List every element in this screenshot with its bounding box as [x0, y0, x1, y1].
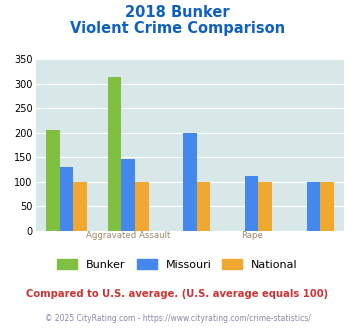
Text: Violent Crime Comparison: Violent Crime Comparison: [70, 21, 285, 36]
Bar: [108, 77, 121, 231]
Bar: [121, 159, 135, 231]
Bar: [197, 182, 210, 231]
Bar: [73, 182, 87, 231]
Bar: [320, 182, 334, 231]
Legend: Bunker, Missouri, National: Bunker, Missouri, National: [53, 255, 302, 274]
Bar: [135, 182, 148, 231]
Bar: [307, 182, 320, 231]
Text: Compared to U.S. average. (U.S. average equals 100): Compared to U.S. average. (U.S. average …: [26, 289, 329, 299]
Bar: [183, 133, 197, 231]
Bar: [60, 167, 73, 231]
Text: 2018 Bunker: 2018 Bunker: [125, 5, 230, 20]
Bar: [245, 176, 258, 231]
Bar: [258, 182, 272, 231]
Bar: [46, 130, 60, 231]
Text: © 2025 CityRating.com - https://www.cityrating.com/crime-statistics/: © 2025 CityRating.com - https://www.city…: [45, 314, 310, 323]
